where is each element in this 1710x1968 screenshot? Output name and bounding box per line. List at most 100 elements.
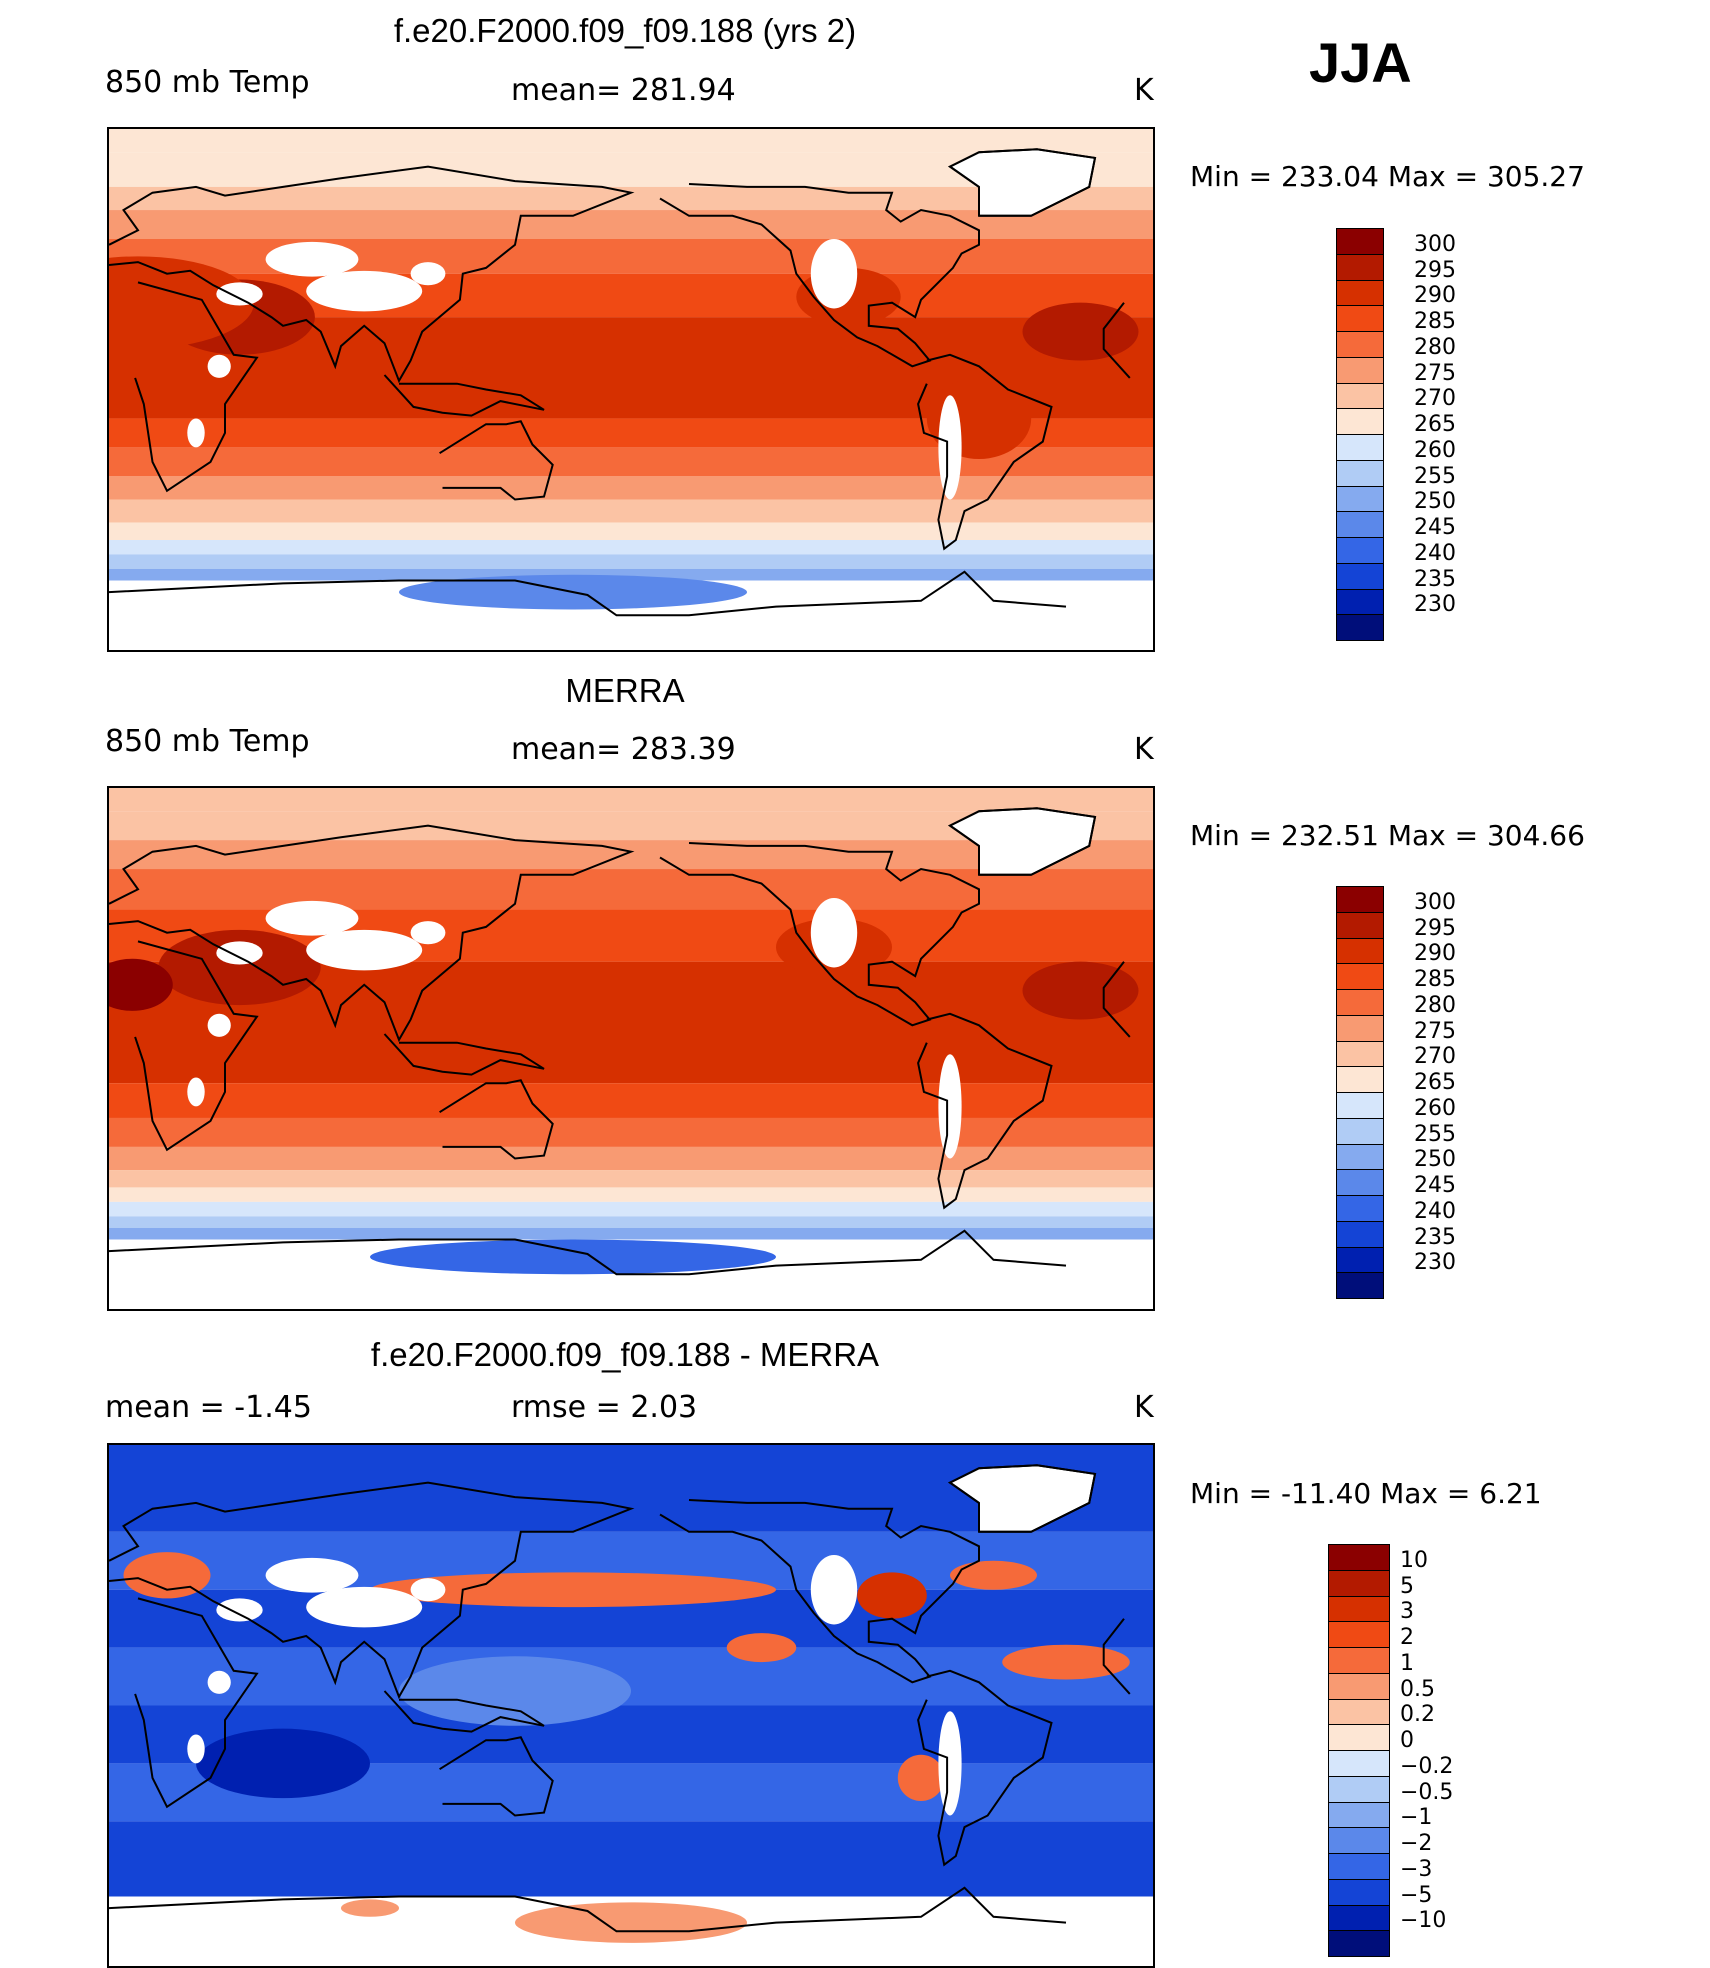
masked-terrain — [187, 1077, 205, 1107]
colorbar-swatch — [1328, 1595, 1390, 1623]
colorbar-swatch — [1336, 1117, 1384, 1145]
colorbar-tick-label: 3 — [1400, 1599, 1414, 1625]
greenland-mask — [950, 149, 1095, 216]
colorbar-tick-label: 265 — [1414, 1070, 1456, 1095]
colorbar-tick-label: −0.5 — [1400, 1779, 1454, 1805]
panel-3-mean-label: mean = -1.45 — [105, 1390, 312, 1425]
colorbar-tick-label: 290 — [1414, 941, 1456, 967]
contour-region — [158, 929, 321, 1006]
contour-band — [109, 476, 1153, 500]
colorbar-tick-label: −3 — [1400, 1856, 1433, 1882]
colorbar-swatch — [1336, 963, 1384, 990]
contour-region — [857, 1572, 927, 1619]
colorbar-tick-label: 275 — [1414, 360, 1456, 386]
colorbar-swatch — [1336, 434, 1384, 461]
panel-3-minmax: Min = -11.40 Max = 6.21 — [1190, 1477, 1542, 1510]
colorbar-swatch — [1328, 1904, 1390, 1932]
contour-region — [196, 1728, 370, 1799]
coastline-australia — [439, 420, 554, 501]
colorbar-tick-label: −2 — [1400, 1831, 1433, 1856]
coastline-northamerica — [659, 183, 980, 368]
coastline-africa — [134, 940, 259, 1152]
colorbar-swatch — [1328, 1724, 1390, 1751]
masked-terrain — [187, 418, 205, 448]
colorbar-tick-label: 285 — [1414, 309, 1456, 334]
colorbar-swatch — [1336, 1066, 1384, 1093]
masked-terrain — [216, 1598, 263, 1622]
panel-3-map — [107, 1443, 1155, 1968]
contour-region — [457, 331, 863, 390]
panel-3-colorbar: 10 5 3 2 1 0.5 0.2 0 −0.2 −0.5 −1 −2 −3 −5 −10 — [1328, 1544, 1458, 1957]
colorbar-tick-label: 1 — [1400, 1650, 1414, 1676]
panel-3-units-label: K — [1134, 1390, 1154, 1425]
panel-3-title: f.e20.F2000.f09_f09.188 - MERRA — [370, 1336, 880, 1373]
greenland-mask — [950, 1465, 1095, 1532]
colorbar-tick-label: 275 — [1414, 1018, 1456, 1044]
colorbar-swatch — [1328, 1698, 1390, 1726]
colorbar-swatch — [1328, 1621, 1390, 1648]
masked-terrain — [187, 1734, 205, 1764]
colorbar-tick-label: 240 — [1414, 540, 1456, 566]
colorbar-tick-label: 235 — [1414, 566, 1456, 592]
colorbar-swatch — [1328, 1647, 1390, 1674]
colorbar-tick-label: 270 — [1414, 1044, 1456, 1070]
colorbar-swatch — [1328, 1672, 1390, 1700]
panel-2-map-svg — [109, 788, 1153, 1309]
colorbar-swatch — [1336, 408, 1384, 435]
colorbar-swatch — [1328, 1827, 1390, 1854]
colorbar-swatch — [1336, 1040, 1384, 1068]
colorbar-swatch — [1336, 989, 1384, 1016]
masked-terrain — [410, 921, 446, 945]
colorbar-swatch — [1336, 1143, 1384, 1171]
masked-terrain — [938, 1054, 962, 1159]
colorbar-swatch — [1336, 228, 1384, 255]
colorbar-tick-label: −10 — [1400, 1908, 1447, 1934]
colorbar-swatch — [1336, 459, 1384, 487]
contour-region — [1022, 961, 1139, 1020]
contour-region — [341, 1899, 399, 1917]
coastline-northamerica — [659, 842, 980, 1027]
contour-band — [109, 522, 1153, 541]
colorbar-tick-label: 280 — [1414, 334, 1456, 360]
contour-band — [109, 788, 1153, 812]
contour-band — [109, 1117, 1153, 1147]
contour-band — [109, 129, 1153, 153]
contour-band — [109, 1227, 1153, 1240]
colorbar-swatch — [1336, 485, 1384, 513]
colorbar-swatch — [1336, 1246, 1384, 1274]
masked-terrain — [810, 238, 858, 309]
masked-terrain — [810, 897, 858, 968]
panel-2-variable-label: 850 mb Temp — [105, 724, 310, 759]
coastline-indonesia — [383, 1690, 545, 1733]
masked-terrain — [938, 1711, 962, 1816]
coastline-indonesia — [383, 374, 545, 417]
contour-band — [109, 568, 1153, 581]
colorbar-swatch — [1328, 1853, 1390, 1880]
colorbar-tick-label: 250 — [1414, 1147, 1456, 1173]
panel-2-title: MERRA — [565, 672, 685, 709]
colorbar-swatch — [1336, 253, 1384, 281]
greenland-mask — [950, 808, 1095, 875]
panel-2-mean-label: mean= 283.39 — [511, 732, 736, 767]
coastline-greenland — [948, 1464, 1097, 1533]
contour-band — [109, 1187, 1153, 1202]
colorbar-swatch — [1336, 279, 1384, 307]
contour-region — [399, 1656, 631, 1726]
colorbar-tick-label: 260 — [1414, 437, 1456, 463]
contour-region — [726, 1633, 797, 1663]
colorbar-swatch — [1328, 1569, 1390, 1597]
colorbar-swatch — [1328, 1750, 1390, 1777]
colorbar-swatch — [1336, 1220, 1384, 1248]
colorbar-tick-label: 250 — [1414, 489, 1456, 515]
masked-terrain — [265, 1557, 359, 1593]
colorbar-tick-label: 290 — [1414, 283, 1456, 309]
colorbar-tick-label: 235 — [1414, 1224, 1456, 1250]
masked-terrain — [306, 929, 423, 971]
colorbar-tick-label: 270 — [1414, 386, 1456, 412]
panel-1-title: f.e20.F2000.f09_f09.188 (yrs 2) — [393, 12, 857, 49]
colorbar-swatch — [1336, 1169, 1384, 1196]
contour-region — [370, 1239, 776, 1275]
colorbar-swatch — [1336, 511, 1384, 538]
colorbar-swatch — [1336, 562, 1384, 590]
colorbar-swatch — [1336, 588, 1384, 616]
